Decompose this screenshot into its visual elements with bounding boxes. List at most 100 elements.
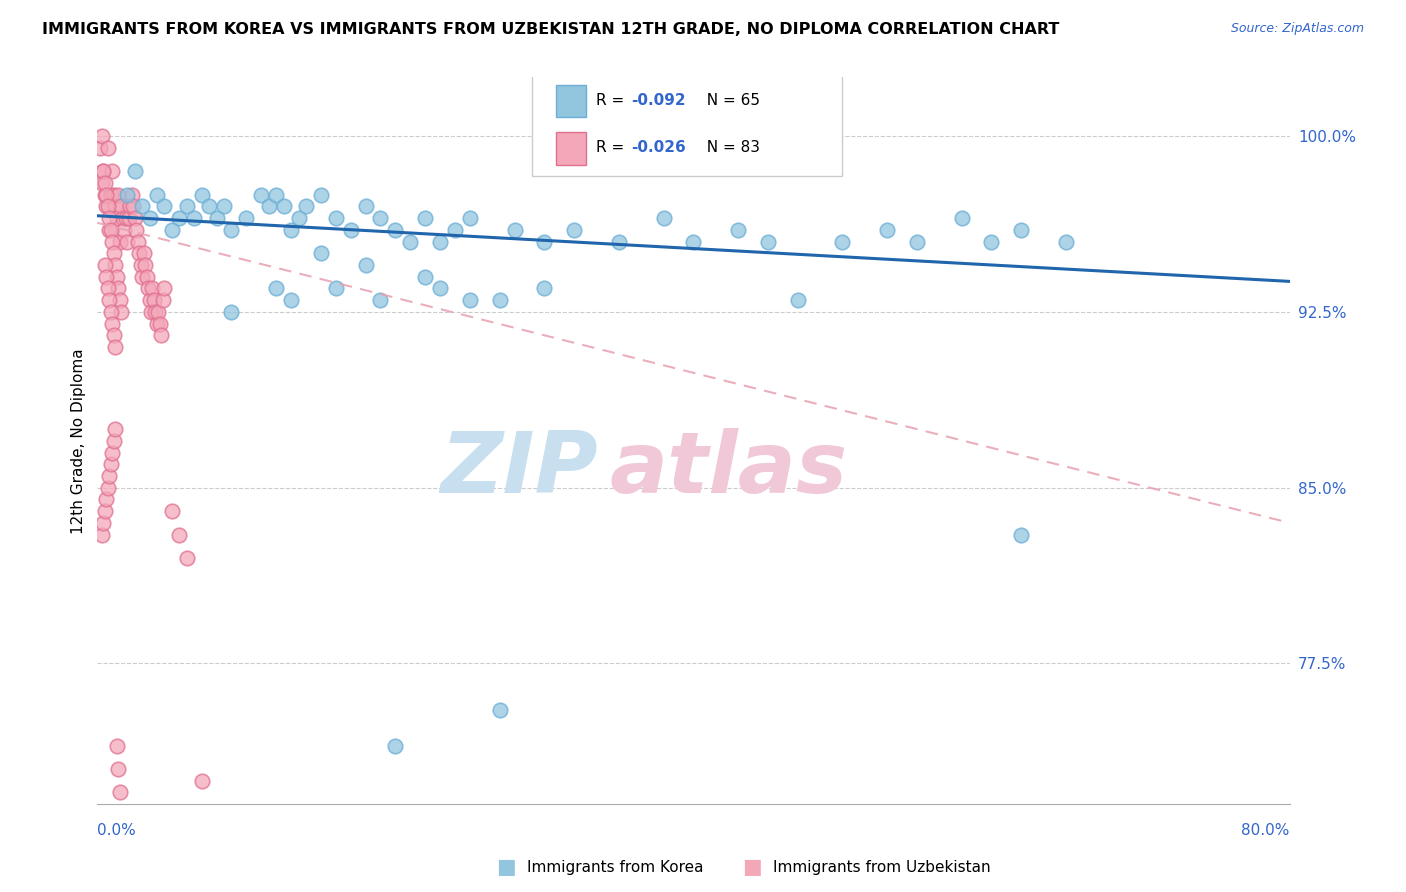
Point — [104, 422, 127, 436]
Point — [107, 762, 129, 776]
Point — [325, 281, 347, 295]
Point — [152, 293, 174, 307]
Point — [145, 305, 167, 319]
Point — [169, 527, 191, 541]
FancyBboxPatch shape — [557, 85, 586, 118]
Point — [91, 164, 114, 178]
Text: Immigrants from Uzbekistan: Immigrants from Uzbekistan — [773, 860, 991, 874]
Point — [458, 293, 481, 307]
Point — [264, 187, 287, 202]
Point — [96, 492, 118, 507]
Point — [98, 211, 121, 225]
Point — [727, 223, 749, 237]
Text: Source: ZipAtlas.com: Source: ZipAtlas.com — [1230, 22, 1364, 36]
Text: ■: ■ — [496, 857, 516, 877]
Point — [533, 235, 555, 249]
Point — [101, 445, 124, 459]
Point — [128, 246, 150, 260]
Point — [399, 235, 422, 249]
Point — [143, 293, 166, 307]
Point — [115, 187, 138, 202]
Text: Immigrants from Korea: Immigrants from Korea — [527, 860, 704, 874]
Point — [121, 187, 143, 202]
Point — [110, 199, 132, 213]
Point — [111, 211, 134, 225]
Point — [103, 187, 125, 202]
Point — [122, 199, 145, 213]
Point — [148, 305, 170, 319]
Point — [101, 235, 124, 249]
Text: R =: R = — [596, 93, 628, 108]
Point — [97, 281, 120, 295]
Point — [108, 785, 131, 799]
Point — [354, 258, 377, 272]
Point — [98, 469, 121, 483]
Point — [104, 258, 127, 272]
FancyBboxPatch shape — [533, 45, 842, 176]
Point — [264, 281, 287, 295]
Text: R =: R = — [596, 140, 628, 155]
FancyBboxPatch shape — [557, 132, 586, 165]
Point — [198, 199, 221, 213]
Point — [90, 527, 112, 541]
Point — [91, 164, 114, 178]
Point — [876, 223, 898, 237]
Point — [149, 317, 172, 331]
Point — [280, 293, 302, 307]
Point — [458, 211, 481, 225]
Point — [257, 199, 280, 213]
Point — [100, 305, 122, 319]
Point — [413, 269, 436, 284]
Text: ■: ■ — [742, 857, 762, 877]
Point — [125, 223, 148, 237]
Point — [905, 235, 928, 249]
Point — [682, 235, 704, 249]
Point — [135, 269, 157, 284]
Point — [91, 516, 114, 530]
Point — [131, 269, 153, 284]
Point — [89, 141, 111, 155]
Text: -0.026: -0.026 — [631, 140, 686, 155]
Point — [96, 269, 118, 284]
Point — [287, 211, 309, 225]
Point — [136, 281, 159, 295]
Point — [132, 246, 155, 260]
Point — [309, 246, 332, 260]
Point — [101, 317, 124, 331]
Point — [114, 211, 136, 225]
Point — [104, 199, 127, 213]
Text: IMMIGRANTS FROM KOREA VS IMMIGRANTS FROM UZBEKISTAN 12TH GRADE, NO DIPLOMA CORRE: IMMIGRANTS FROM KOREA VS IMMIGRANTS FROM… — [42, 22, 1060, 37]
Point — [139, 305, 162, 319]
Point — [176, 199, 198, 213]
Point — [652, 211, 675, 225]
Point — [96, 187, 118, 202]
Point — [110, 305, 132, 319]
Point — [153, 281, 176, 295]
Point — [980, 235, 1002, 249]
Point — [212, 199, 235, 213]
Point — [103, 328, 125, 343]
Point — [429, 235, 451, 249]
Point — [146, 187, 169, 202]
Point — [786, 293, 808, 307]
Point — [90, 129, 112, 144]
Point — [413, 211, 436, 225]
Point — [129, 258, 152, 272]
Point — [97, 199, 120, 213]
Text: N = 65: N = 65 — [697, 93, 761, 108]
Point — [100, 187, 122, 202]
Point — [108, 293, 131, 307]
Point — [384, 739, 406, 753]
Point — [94, 176, 117, 190]
Point — [96, 199, 118, 213]
Point — [444, 223, 467, 237]
Point — [97, 141, 120, 155]
Point — [101, 164, 124, 178]
Text: ZIP: ZIP — [440, 428, 598, 511]
Point — [1010, 223, 1032, 237]
Text: -0.092: -0.092 — [631, 93, 686, 108]
Point — [160, 223, 183, 237]
Point — [183, 211, 205, 225]
Point — [309, 187, 332, 202]
Point — [115, 235, 138, 249]
